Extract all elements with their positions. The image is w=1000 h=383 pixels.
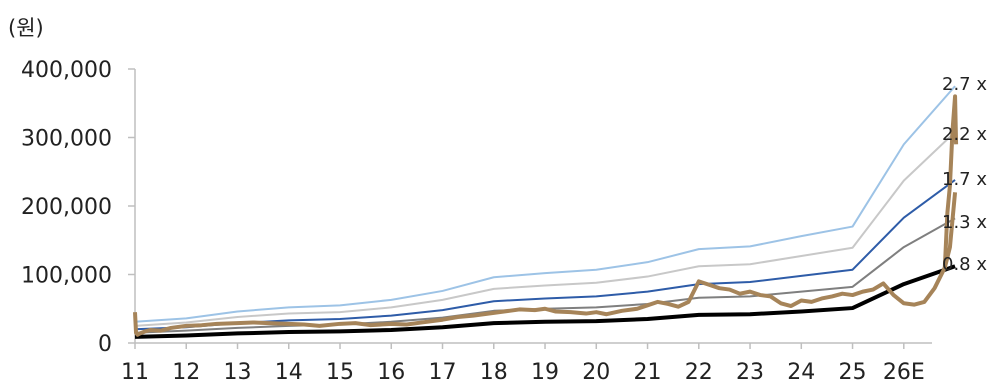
price-line-group [133,94,959,337]
x-tick-label: 22 [685,360,713,383]
price-line-tail [942,94,959,268]
x-tick-label: 23 [736,360,764,383]
band-labels-group: 2.7 x 2.2 x 1.7 x 1.3 x 0.8 x [942,74,987,275]
x-tick-label: 17 [429,360,457,383]
y-tick-label: 300,000 [21,127,112,152]
y-unit-label: (원) [8,16,44,40]
x-tick-label: 18 [480,360,508,383]
y-tick-label: 100,000 [21,264,112,289]
band-line [134,264,956,339]
band-line [134,85,956,323]
band-label: 1.7 x [942,169,987,190]
x-tick-label: 21 [634,360,662,383]
band-label: 0.8 x [942,254,987,275]
x-tick-label: 13 [224,360,252,383]
y-tick-label: 400,000 [21,58,112,83]
band-line [134,131,956,327]
x-tick-label: 16 [377,360,405,383]
x-tick-label: 26E [883,360,925,383]
x-tick-label: 11 [121,360,149,383]
axes-group: 0 100,000 200,000 300,000 400,000 11 12 13 14 15 1… [21,58,932,383]
band-label: 2.7 x [942,74,987,95]
y-tick-label: 0 [98,332,112,357]
x-tick-label: 25 [839,360,867,383]
price-line [133,192,958,337]
x-tick-label: 19 [531,360,559,383]
band-lines-group [134,85,956,339]
y-tick-label: 200,000 [21,195,112,220]
x-tick-label: 24 [787,360,815,383]
x-tick-label: 20 [582,360,610,383]
x-tick-label: 12 [172,360,200,383]
x-tick-label: 14 [275,360,303,383]
band-label: 2.2 x [942,124,987,145]
band-label: 1.3 x [942,212,987,233]
x-tick-label: 15 [326,360,354,383]
